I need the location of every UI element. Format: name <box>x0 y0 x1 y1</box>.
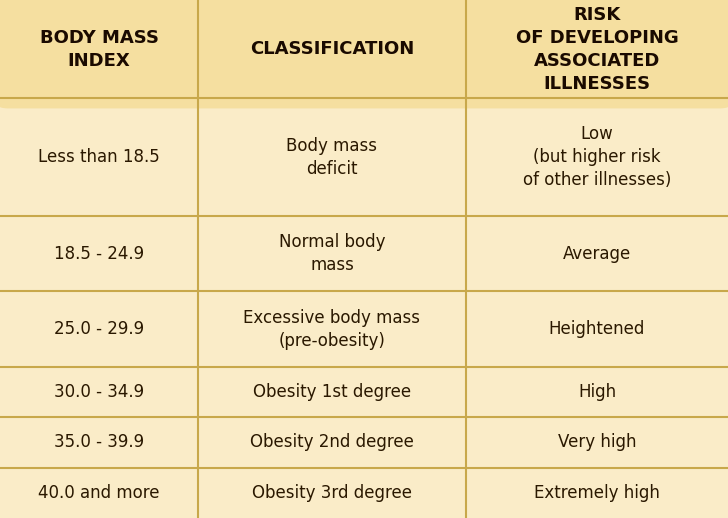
Text: 30.0 - 34.9: 30.0 - 34.9 <box>54 383 144 401</box>
Text: Extremely high: Extremely high <box>534 484 660 502</box>
Text: Less than 18.5: Less than 18.5 <box>38 148 160 166</box>
Text: Heightened: Heightened <box>549 320 645 338</box>
Text: 25.0 - 29.9: 25.0 - 29.9 <box>54 320 144 338</box>
Text: Obesity 3rd degree: Obesity 3rd degree <box>252 484 412 502</box>
Text: 40.0 and more: 40.0 and more <box>39 484 159 502</box>
Text: High: High <box>578 383 616 401</box>
Text: CLASSIFICATION: CLASSIFICATION <box>250 40 414 58</box>
Text: Body mass
deficit: Body mass deficit <box>287 137 378 178</box>
Text: 35.0 - 39.9: 35.0 - 39.9 <box>54 434 144 452</box>
Text: 18.5 - 24.9: 18.5 - 24.9 <box>54 244 144 263</box>
Text: Low
(but higher risk
of other illnesses): Low (but higher risk of other illnesses) <box>523 125 671 189</box>
Text: Obesity 1st degree: Obesity 1st degree <box>253 383 411 401</box>
Text: RISK
OF DEVELOPING
ASSOCIATED
ILLNESSES: RISK OF DEVELOPING ASSOCIATED ILLNESSES <box>515 6 678 93</box>
Text: Obesity 2nd degree: Obesity 2nd degree <box>250 434 414 452</box>
Text: Normal body
mass: Normal body mass <box>279 233 385 274</box>
Text: BODY MASS
INDEX: BODY MASS INDEX <box>39 29 159 69</box>
FancyBboxPatch shape <box>0 0 728 108</box>
Text: Very high: Very high <box>558 434 636 452</box>
Text: Average: Average <box>563 244 631 263</box>
Text: Excessive body mass
(pre-obesity): Excessive body mass (pre-obesity) <box>243 309 421 350</box>
